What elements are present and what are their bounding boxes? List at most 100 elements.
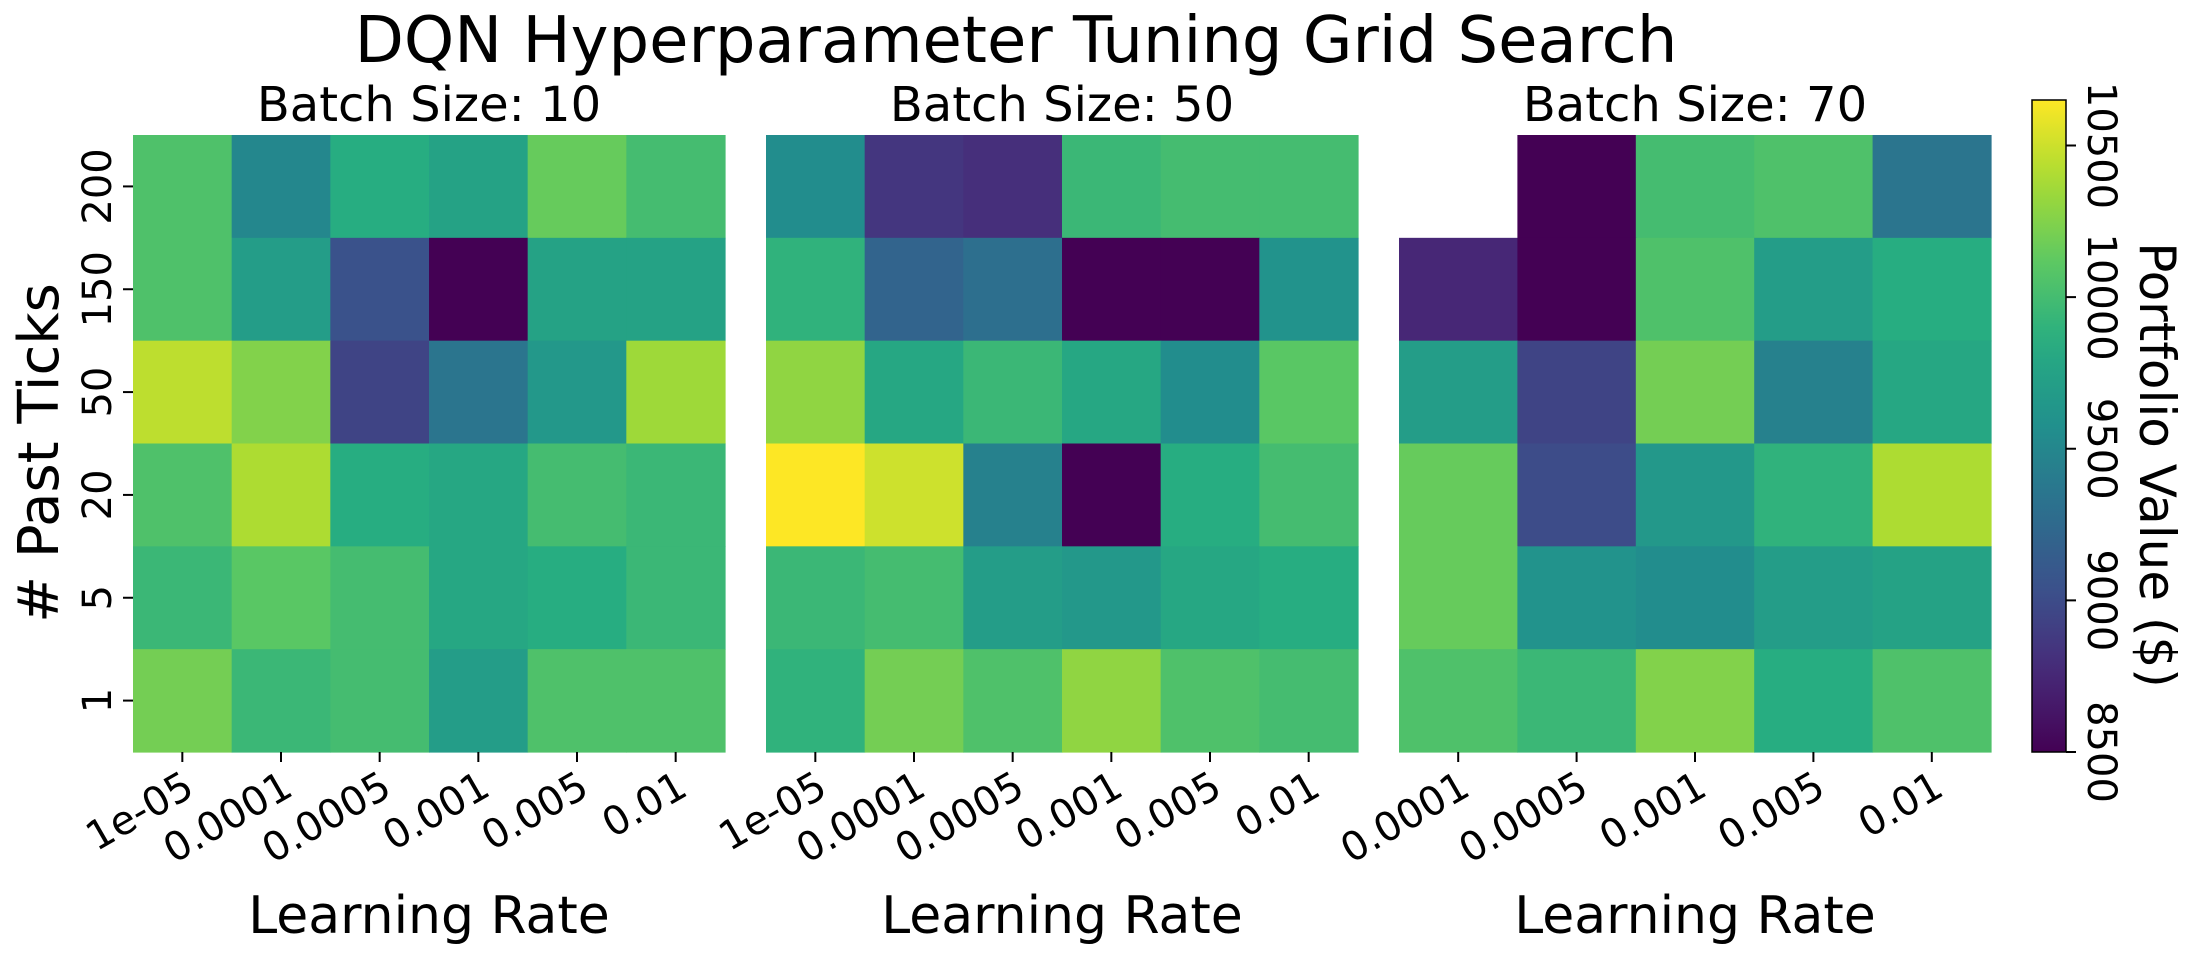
heatmap-cell xyxy=(626,340,726,445)
x-tick-label: 0.001 xyxy=(1592,763,1714,860)
heatmap-cell xyxy=(864,443,964,547)
y-tick-label: 50 xyxy=(75,367,121,418)
heatmap-cell xyxy=(1399,340,1518,445)
heatmap-cell xyxy=(864,649,964,753)
heatmap-cell xyxy=(133,546,233,650)
colorbar-tick-label: 9500 xyxy=(2078,398,2124,500)
x-axis-label: Learning Rate xyxy=(1514,886,1876,946)
heatmap-cell xyxy=(626,135,726,239)
heatmap-cell xyxy=(1062,237,1162,342)
heatmap-cell xyxy=(963,135,1063,239)
heatmap-cell xyxy=(527,546,627,650)
heatmap-cell xyxy=(1754,443,1874,547)
x-axis-label: Learning Rate xyxy=(881,886,1243,946)
panel-title: Batch Size: 10 xyxy=(257,77,601,133)
heatmap-cell xyxy=(1517,237,1637,342)
heatmap-cell xyxy=(963,546,1063,650)
heatmap-cell xyxy=(1872,443,1992,547)
heatmap-cell xyxy=(429,546,529,650)
heatmap-cell xyxy=(429,135,529,239)
x-tick-label: 0.01 xyxy=(595,763,695,847)
heatmap-cell xyxy=(527,443,627,547)
y-tick-label: 200 xyxy=(75,148,121,224)
heatmap-cell xyxy=(527,237,627,342)
colorbar-gradient xyxy=(2031,99,2067,753)
panel-title: Batch Size: 50 xyxy=(890,77,1234,133)
heatmap-cell xyxy=(626,546,726,650)
y-tick-label: 150 xyxy=(75,251,121,327)
colorbar-tick-label: 8500 xyxy=(2078,701,2124,803)
heatmap-cell xyxy=(766,135,866,239)
heatmap-cell xyxy=(1160,649,1260,753)
heatmap-cell xyxy=(1872,135,1992,239)
heatmap-cell xyxy=(1160,237,1260,342)
heatmap-cell xyxy=(1635,340,1755,445)
heatmap-cell xyxy=(1399,443,1518,547)
heatmap-cell xyxy=(1754,237,1874,342)
colorbar-tick-label: 10000 xyxy=(2078,233,2124,360)
x-tick-label: 0.0001 xyxy=(1333,763,1477,873)
heatmap-cell xyxy=(1259,237,1359,342)
heatmap-cell xyxy=(1259,135,1359,239)
heatmap-cell xyxy=(1754,649,1874,753)
heatmap-cell xyxy=(1872,546,1992,650)
x-tick-label: 0.005 xyxy=(1710,763,1832,860)
heatmap-cell xyxy=(864,237,964,342)
heatmap-cell xyxy=(864,340,964,445)
heatmap-cell xyxy=(1635,237,1755,342)
heatmap-cell xyxy=(766,546,866,650)
heatmap-cell xyxy=(1160,443,1260,547)
heatmap-cell xyxy=(963,649,1063,753)
heatmap-cell xyxy=(429,649,529,753)
heatmap-cell xyxy=(330,649,430,753)
heatmap-cell xyxy=(527,135,627,239)
panel-title: Batch Size: 70 xyxy=(1523,77,1867,133)
heatmap-cell xyxy=(330,135,430,239)
heatmap-cell xyxy=(231,443,331,547)
heatmap-cell xyxy=(766,649,866,753)
colorbar: 8500 9000 9500 10000 10500 xyxy=(2031,82,2124,803)
heatmap-cell xyxy=(231,340,331,445)
heatmap-cell xyxy=(1872,237,1992,342)
heatmap-cell xyxy=(429,237,529,342)
heatmap-panels: Batch Size: 101e-050.00010.00050.0010.00… xyxy=(75,77,1992,946)
heatmap-cell xyxy=(231,649,331,753)
heatmap-cell xyxy=(231,237,331,342)
heatmap-cell xyxy=(330,237,430,342)
heatmap-cell xyxy=(963,340,1063,445)
heatmap-cell xyxy=(864,135,964,239)
heatmap-cell xyxy=(1872,649,1992,753)
heatmap-cell xyxy=(133,135,233,239)
heatmap-cell xyxy=(1635,649,1755,753)
heatmap-cell xyxy=(1517,546,1637,650)
heatmap-cell xyxy=(1517,649,1637,753)
heatmap-cell xyxy=(1399,546,1518,650)
heatmap-cell xyxy=(1635,443,1755,547)
heatmap-cell xyxy=(527,649,627,753)
heatmap-panel: Batch Size: 501e-050.00010.00050.0010.00… xyxy=(711,77,1359,946)
heatmap-cell xyxy=(963,237,1063,342)
heatmap-cell xyxy=(133,649,233,753)
heatmap-cell xyxy=(766,237,866,342)
colorbar-label: Portfolio Value ($) xyxy=(2128,242,2186,688)
heatmap-cell xyxy=(1399,237,1518,342)
heatmap-cell xyxy=(1517,135,1637,239)
heatmap-cell xyxy=(330,443,430,547)
heatmap-cell xyxy=(1062,135,1162,239)
heatmap-cell xyxy=(1259,340,1359,445)
heatmap-cell xyxy=(231,135,331,239)
heatmap-cell xyxy=(1754,135,1874,239)
heatmap-cell xyxy=(429,443,529,547)
x-tick-label: 0.01 xyxy=(1851,763,1951,847)
heatmap-cell xyxy=(429,340,529,445)
x-tick-label: 0.001 xyxy=(375,763,497,860)
heatmap-cell xyxy=(1062,443,1162,547)
heatmap-cell xyxy=(1259,649,1359,753)
heatmap-cell xyxy=(1517,443,1637,547)
heatmap-cell xyxy=(1160,546,1260,650)
heatmap-cell xyxy=(1635,546,1755,650)
heatmap-cell xyxy=(1754,546,1874,650)
heatmap-cell xyxy=(1872,340,1992,445)
y-axis-label: # Past Ticks xyxy=(7,283,72,623)
